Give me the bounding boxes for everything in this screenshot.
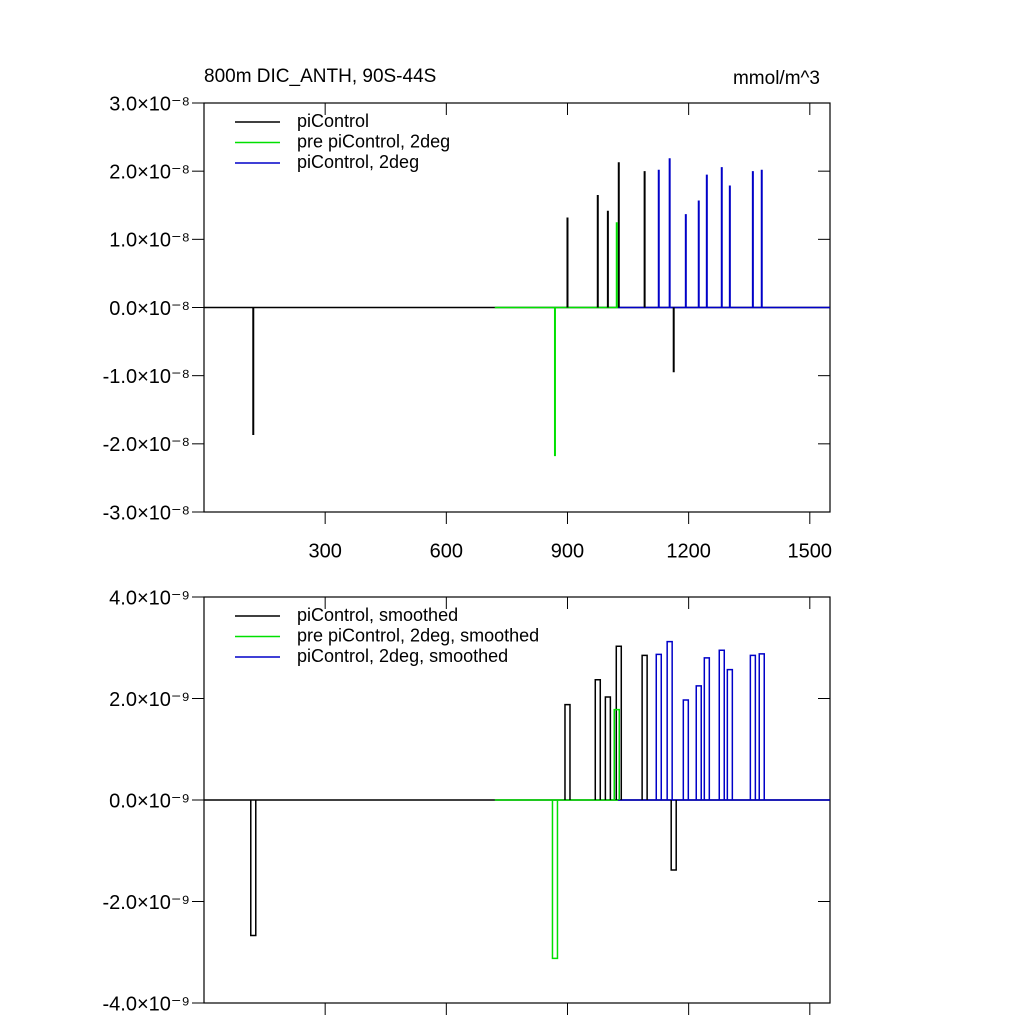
legend-label: piControl, 2deg, smoothed [297, 646, 508, 666]
x-tick-label: 1500 [788, 540, 833, 562]
boxcar-spike [703, 657, 711, 800]
legend-label: piControl, 2deg [297, 152, 419, 172]
y-tick-label: 1.0×10⁻⁸ [109, 230, 190, 252]
x-tick-label: 300 [308, 540, 341, 562]
legend-label: piControl [297, 111, 369, 131]
boxcar-spike [613, 708, 621, 800]
y-tick-label: 4.0×10⁻⁹ [109, 587, 190, 609]
legend-label: piControl, smoothed [297, 605, 458, 625]
legend-label: pre piControl, 2deg [297, 131, 450, 151]
boxcar-spike [666, 640, 673, 800]
y-tick-label: 0.0×10⁻⁸ [109, 298, 190, 320]
boxcar-spike [718, 649, 726, 800]
y-tick-label: -4.0×10⁻⁹ [102, 993, 190, 1015]
boxcar-spike [551, 800, 559, 960]
boxcar-spike [641, 654, 648, 800]
boxcar-spike [594, 678, 602, 800]
boxcar-spike [564, 703, 571, 800]
y-tick-label: 3.0×10⁻⁸ [109, 93, 190, 115]
boxcar-spike [604, 696, 612, 800]
x-tick-label: 1200 [666, 540, 711, 562]
boxcar-spike [615, 645, 623, 800]
boxcar-spike [749, 654, 757, 800]
boxcar-spike [655, 653, 663, 800]
boxcar-spike [726, 668, 734, 800]
y-tick-label: 2.0×10⁻⁹ [109, 689, 190, 711]
legend-label: pre piControl, 2deg, smoothed [297, 625, 539, 645]
x-tick-label: 600 [430, 540, 463, 562]
y-tick-label: 2.0×10⁻⁸ [109, 161, 190, 183]
y-tick-label: -2.0×10⁻⁹ [102, 892, 190, 914]
y-tick-label: -3.0×10⁻⁸ [103, 502, 190, 524]
y-tick-label: 0.0×10⁻⁹ [109, 790, 190, 812]
y-tick-label: -2.0×10⁻⁸ [103, 434, 190, 456]
y-tick-label: -1.0×10⁻⁸ [103, 366, 190, 388]
chart-title: 800m DIC_ANTH, 90S-44S [204, 66, 436, 87]
boxcar-spike [682, 699, 690, 800]
boxcar-spike [670, 800, 677, 871]
x-tick-label: 900 [551, 540, 584, 562]
boxcar-spike [250, 800, 257, 937]
boxcar-spike [758, 653, 765, 800]
units-label: mmol/m^3 [733, 68, 820, 89]
boxcar-spike [695, 685, 702, 800]
